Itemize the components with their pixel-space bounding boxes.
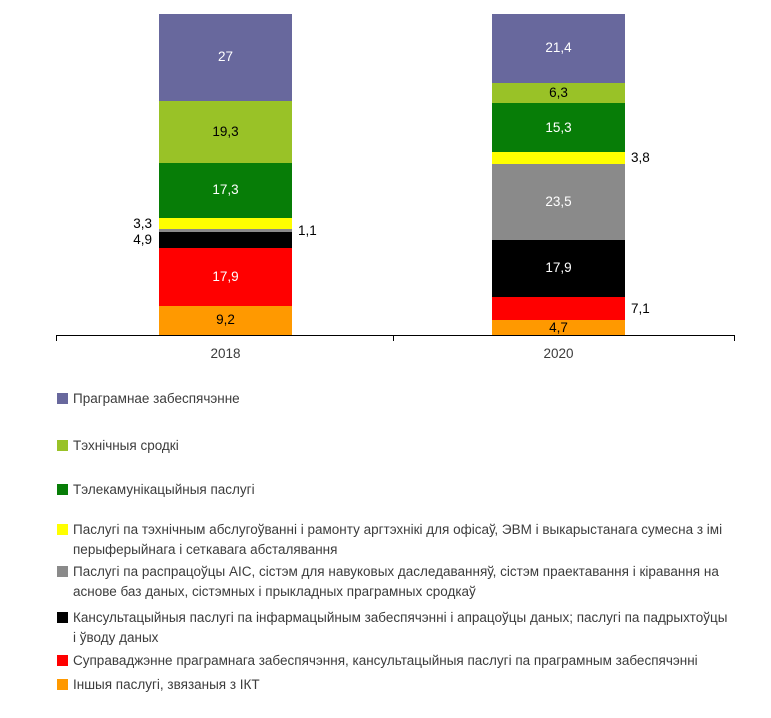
x-axis-tick <box>734 336 735 341</box>
legend-label: Тэхнічныя сродкі <box>73 438 179 453</box>
value-label-2018-s0: 27 <box>217 49 234 65</box>
legend-item-0: Праграмнае забеспячэнне <box>57 389 737 409</box>
x-axis-line <box>56 335 735 336</box>
legend-color-swatch-icon <box>57 612 68 623</box>
value-label-2020-s1: 6,3 <box>549 84 568 100</box>
bar-segment-2020-s6 <box>492 297 625 320</box>
legend-color-swatch-icon <box>57 440 68 451</box>
legend-color-swatch-icon <box>57 393 68 404</box>
value-label-2020-s2: 15,3 <box>545 119 572 135</box>
legend-label: Кансультацыйныя паслугі па інфармацыйным… <box>73 610 728 645</box>
bar-segment-2020-s3 <box>492 152 625 165</box>
legend-item-3: Паслугі па тэхнічным абслугоўванні і рам… <box>57 520 737 560</box>
value-label-2018-s2: 17,3 <box>212 182 239 198</box>
legend-label: Тэлекамунікацыйныя паслугі <box>73 482 255 497</box>
bar-segment-2018-s7 <box>159 305 292 335</box>
bar-segment-2018-s6 <box>159 248 292 306</box>
x-axis-tick <box>56 336 57 341</box>
bar-segment-2020-s7 <box>492 319 625 335</box>
x-axis-tick <box>393 336 394 341</box>
value-label-2018-s4: 1,1 <box>298 222 317 238</box>
legend-item-4: Паслугі па распрацоўцы АІС, сістэм для н… <box>57 562 737 602</box>
chart-legend: Праграмнае забеспячэнне Тэхнічныя сродкі Т… <box>57 389 737 695</box>
value-label-2020-s4: 23,5 <box>545 193 572 209</box>
legend-color-swatch-icon <box>57 524 68 535</box>
legend-label: Іншыя паслугі, звязаныя з ІКТ <box>73 677 260 692</box>
legend-color-swatch-icon <box>57 566 68 577</box>
value-label-2018-s1: 19,3 <box>212 123 239 139</box>
bar-segment-2018-s4 <box>159 228 292 233</box>
bar-segment-2020-s0 <box>492 14 625 83</box>
legend-item-1: Тэхнічныя сродкі <box>57 436 737 456</box>
legend-color-swatch-icon <box>57 679 68 690</box>
bar-segment-2018-s2 <box>159 162 292 219</box>
legend-item-7: Іншыя паслугі, звязаныя з ІКТ <box>57 675 737 695</box>
value-label-2020-s7: 4,7 <box>549 319 568 335</box>
legend-item-2: Тэлекамунікацыйныя паслугі <box>57 480 737 500</box>
plot-area: 27 19,3 17,3 3,3 1,1 4,9 17,9 9,2 21,4 6,3 15,3 3,8… <box>56 14 735 361</box>
bar-segment-2018-s0 <box>159 14 292 101</box>
legend-color-swatch-icon <box>57 655 68 666</box>
value-label-2018-s7: 9,2 <box>216 312 235 328</box>
value-label-2020-s3: 3,8 <box>631 150 650 166</box>
category-label-2018: 2018 <box>210 346 241 361</box>
legend-label: Суправаджэнне праграмнага забеспячэння, … <box>73 653 698 668</box>
legend-label: Праграмнае забеспячэнне <box>73 391 240 406</box>
value-label-2018-s3: 3,3 <box>133 215 152 231</box>
bar-segment-2018-s5 <box>159 232 292 248</box>
legend-label: Паслугі па распрацоўцы АІС, сістэм для н… <box>73 564 719 599</box>
bar-segment-2020-s5 <box>492 239 625 298</box>
legend-label: Паслугі па тэхнічным абслугоўванні і рам… <box>73 522 723 557</box>
value-label-2020-s6: 7,1 <box>631 300 650 316</box>
value-label-2020-s0: 21,4 <box>545 40 572 56</box>
value-label-2020-s5: 17,9 <box>545 260 572 276</box>
value-label-2018-s5: 4,9 <box>133 232 152 248</box>
legend-color-swatch-icon <box>57 484 68 495</box>
value-label-2018-s6: 17,9 <box>212 268 239 284</box>
bar-segment-2018-s1 <box>159 100 292 163</box>
legend-item-5: Кансультацыйныя паслугі па інфармацыйным… <box>57 608 737 648</box>
category-label-2020: 2020 <box>543 346 574 361</box>
bar-segment-2020-s1 <box>492 82 625 103</box>
bar-segment-2018-s3 <box>159 218 292 229</box>
bar-segment-2020-s2 <box>492 102 625 152</box>
bar-segment-2020-s4 <box>492 164 625 240</box>
legend-item-6: Суправаджэнне праграмнага забеспячэння, … <box>57 651 737 671</box>
